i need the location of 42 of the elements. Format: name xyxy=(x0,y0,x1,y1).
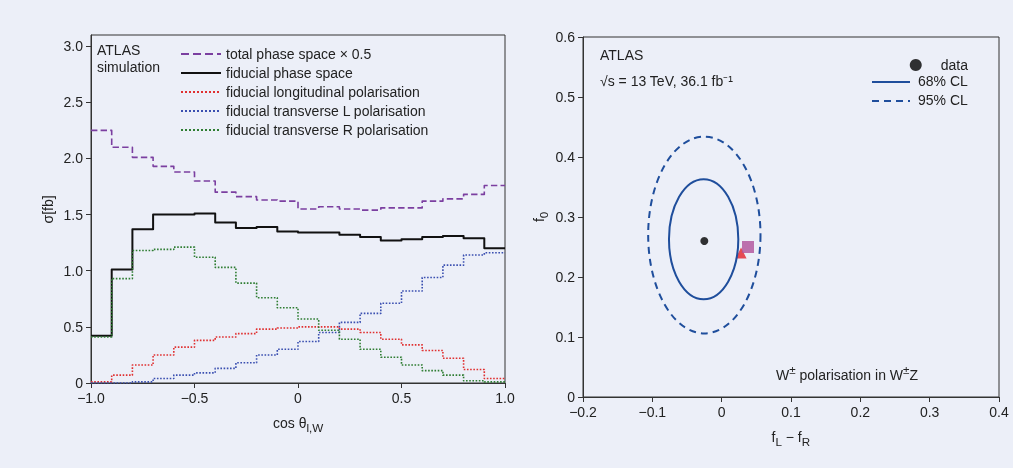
annotation: 95% CL xyxy=(918,92,968,109)
annotation: ATLAS xyxy=(600,47,644,64)
y-axis-title: σ[fb] xyxy=(39,194,56,223)
x-tick-label: 0.2 xyxy=(850,404,871,420)
y-tick-label: 0.1 xyxy=(555,329,576,345)
y-tick-label: 3.0 xyxy=(63,38,84,55)
y-tick-label: 0.4 xyxy=(555,149,576,165)
x-tick-label: 0.3 xyxy=(919,404,940,420)
annotation: √s = 13 TeV, 36.1 fb⁻¹ xyxy=(600,73,733,90)
annotation: W$^{±}$ polarisation in W$^{±}$Z xyxy=(776,362,918,383)
x-axis-title: f$_{L}$ − f$_{R}$ xyxy=(771,429,811,449)
x-tick-label: 0 xyxy=(717,404,726,420)
y-tick-label: 0.5 xyxy=(63,318,84,335)
legend-label: fiducial longitudinal polarisation xyxy=(226,84,420,100)
annotation: ATLAS simulation xyxy=(97,42,162,76)
x-tick-label: 1.0 xyxy=(495,390,515,406)
y-tick-label: 0.5 xyxy=(555,89,576,105)
point xyxy=(742,241,755,253)
y-tick-label: 1.5 xyxy=(63,206,84,223)
x-tick-label: −0.5 xyxy=(180,390,209,406)
legend-label: data xyxy=(940,57,969,73)
point xyxy=(700,237,709,245)
x-tick-label: −0.1 xyxy=(638,404,667,420)
x-tick-label: 0.1 xyxy=(781,404,801,420)
legend-label: total phase space × 0.5 xyxy=(226,46,372,62)
y-tick-label: 0 xyxy=(75,375,84,391)
y-tick-label: 0.2 xyxy=(555,269,576,285)
y-tick-label: 2.0 xyxy=(63,150,84,167)
x-tick-label: 0.4 xyxy=(989,404,1009,420)
legend-label: fiducial phase space xyxy=(226,65,354,81)
legend-label: fiducial transverse L polarisation xyxy=(226,103,426,119)
y-tick-label: 2.5 xyxy=(63,94,84,111)
x-tick-label: 0.5 xyxy=(391,390,412,406)
x-tick-label: −0.2 xyxy=(569,404,598,420)
annotation: 68% CL xyxy=(918,73,968,90)
y-tick-label: 0.6 xyxy=(555,29,576,45)
x-tick-label: −1.0 xyxy=(77,390,106,406)
y-tick-label: 1.0 xyxy=(63,262,84,279)
x-tick-label: 0 xyxy=(294,390,303,406)
y-tick-label: 0.3 xyxy=(555,209,576,225)
legend-label: fiducial transverse R polarisation xyxy=(226,122,429,138)
x-axis-title: cos θ$_{l,W}$ xyxy=(273,415,324,435)
